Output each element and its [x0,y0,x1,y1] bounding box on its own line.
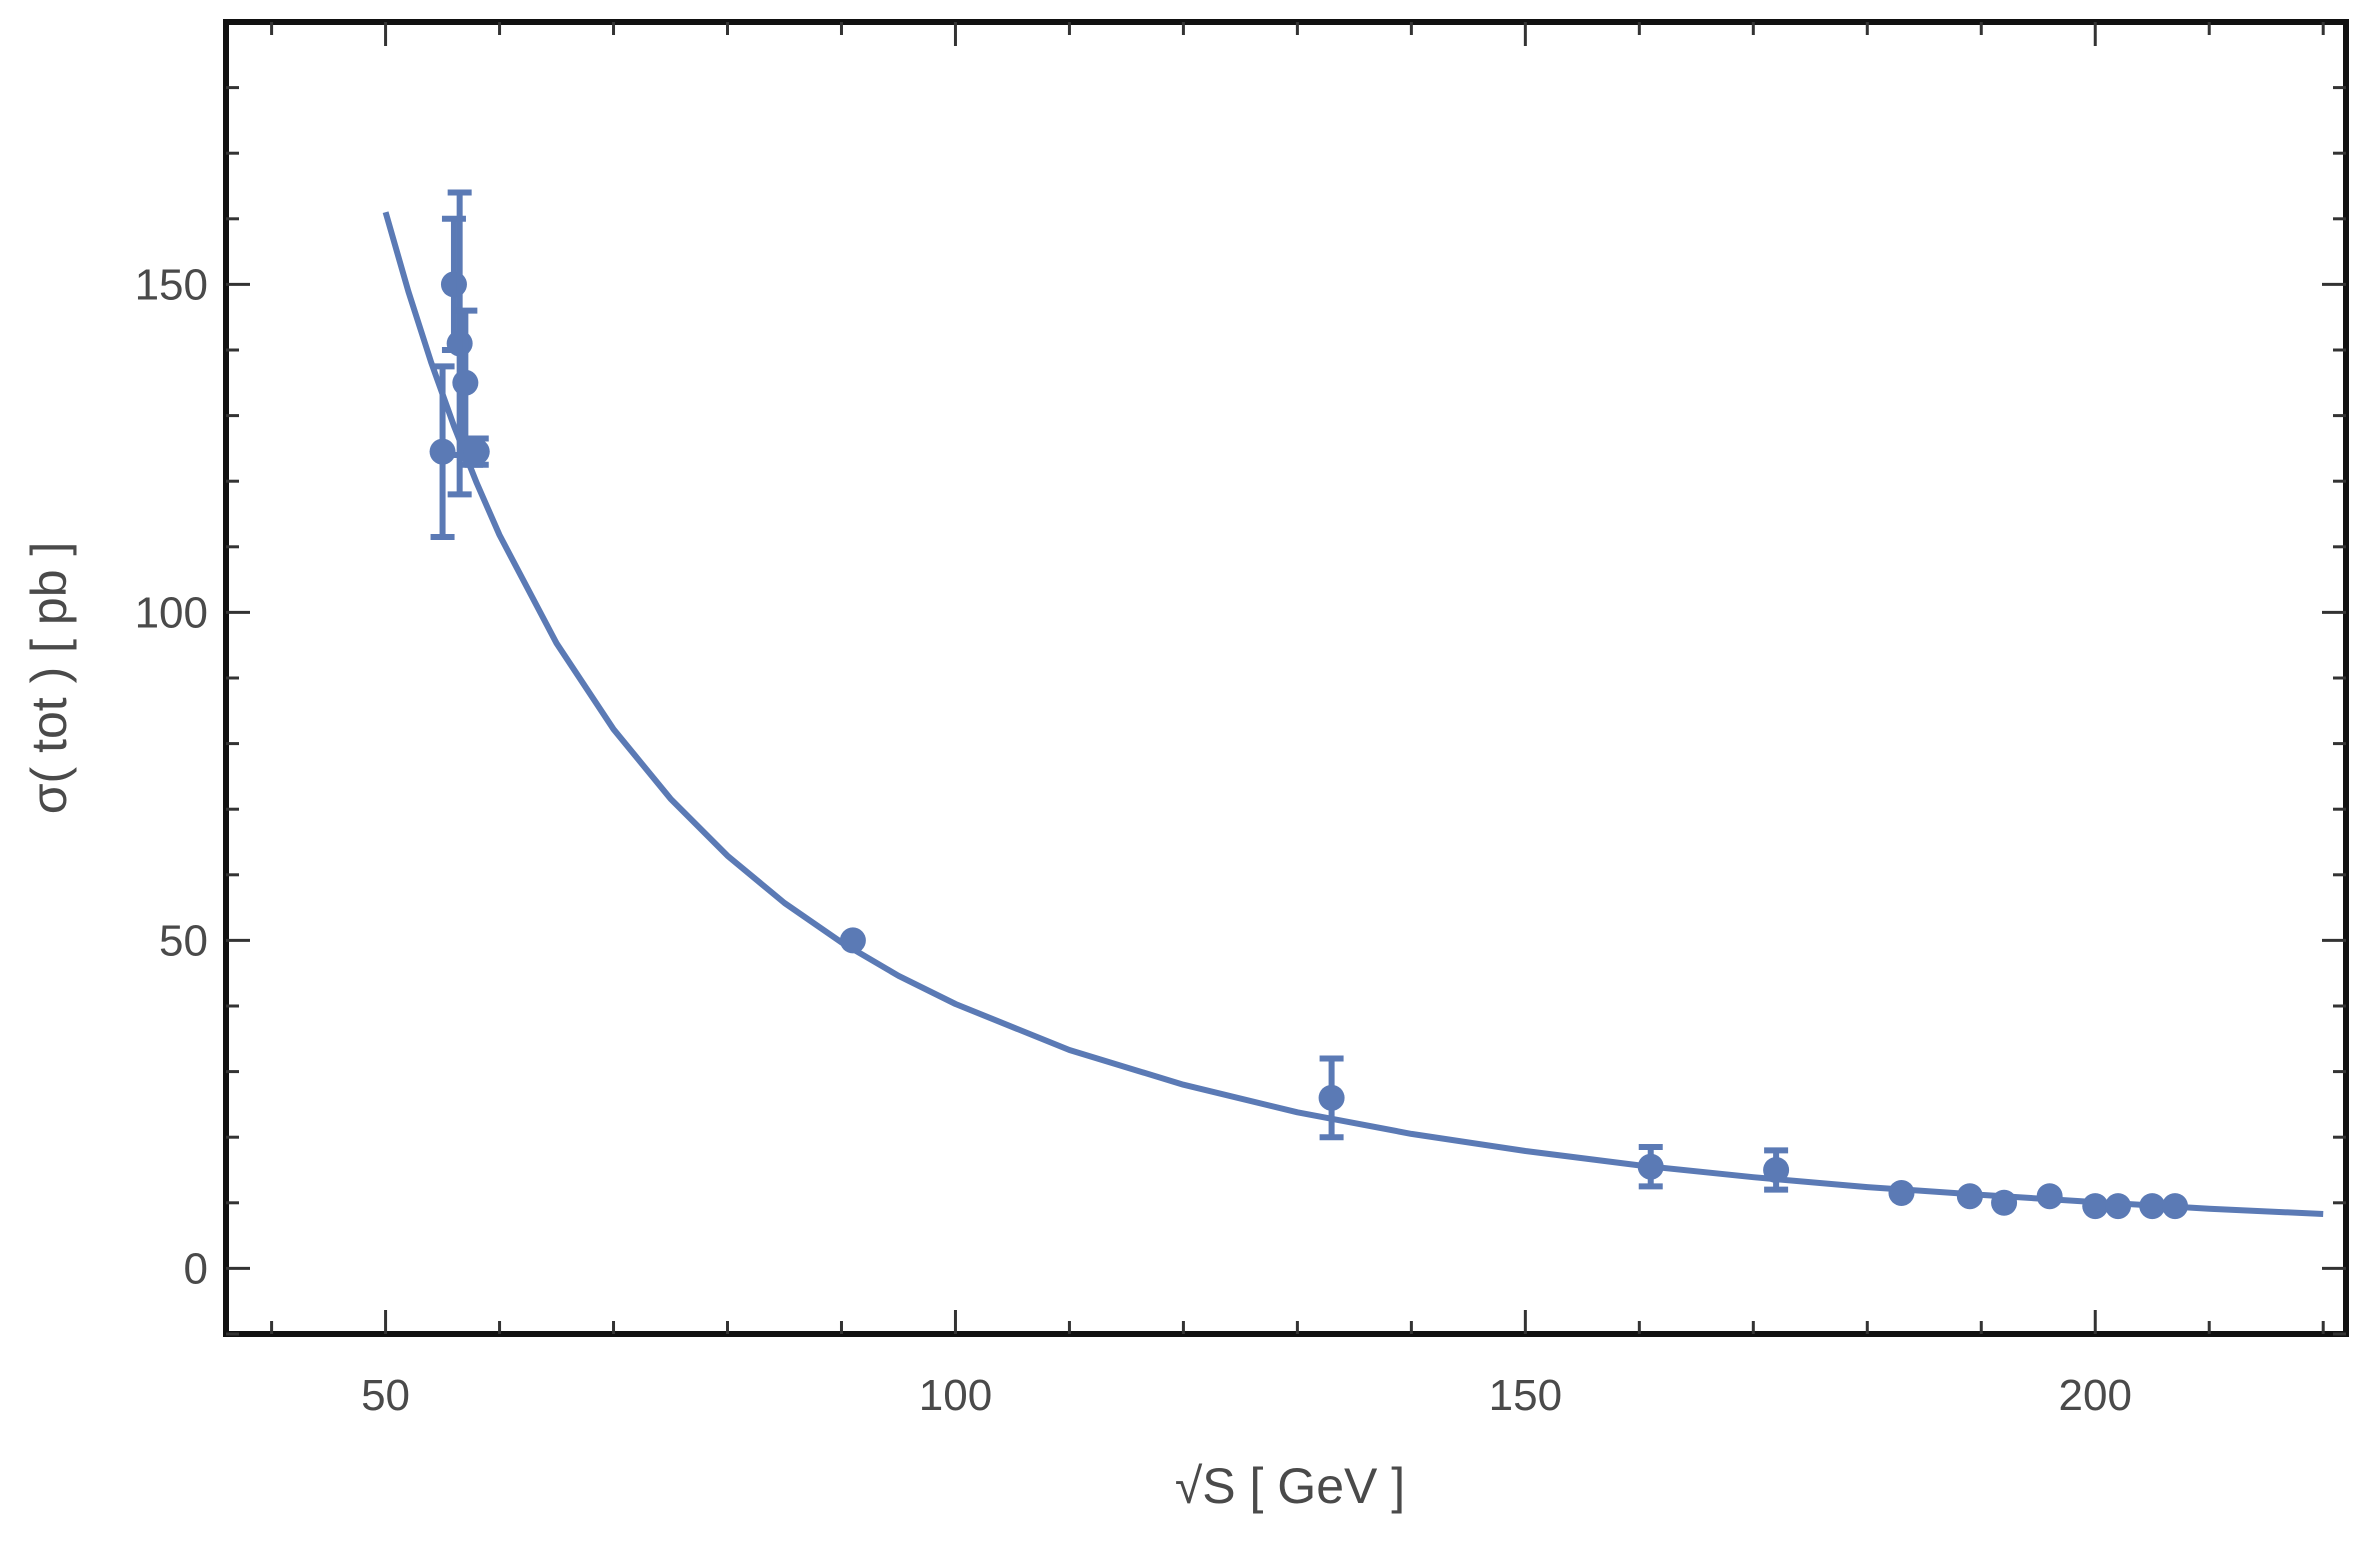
data-point [2162,1193,2189,1220]
data-point [1991,1189,2018,1216]
data-point [1956,1183,1983,1210]
data-marker [440,271,467,298]
data-marker [2139,1193,2166,1220]
data-point [1318,1055,1345,1141]
data-point [2036,1183,2063,1210]
data-point [463,435,490,468]
x-tick-label: 150 [1489,1371,1562,1420]
y-tick-label: 50 [159,916,208,965]
fit-curve-layer [382,211,2324,1217]
data-marker [463,438,490,465]
data-marker [1956,1183,1983,1210]
fit-curve [382,211,2324,1217]
data-marker [1318,1084,1345,1111]
data-point [839,927,866,954]
data-point [429,363,456,540]
data-marker [1888,1179,1915,1206]
data-marker [446,330,473,357]
data-points-layer [429,189,2189,1220]
data-point [1763,1147,1790,1193]
data-point [2139,1193,2166,1220]
data-marker [452,369,479,396]
data-point [1888,1179,1915,1206]
axis-ticks [226,22,2346,1336]
data-marker [1991,1189,2018,1216]
tick-labels: 50 100 150 200 0 50 100 150 [135,260,2132,1420]
y-tick-label: 0 [184,1244,208,1293]
plot-frame [223,19,2349,1337]
data-marker [1637,1153,1664,1180]
y-axis-label: σ( tot ) [ pb ] [21,542,77,815]
data-marker [2105,1193,2132,1220]
data-point [2082,1193,2109,1220]
data-point [2105,1193,2132,1220]
data-marker [429,438,456,465]
data-point [1637,1144,1664,1190]
data-marker [2162,1193,2189,1220]
data-marker [2036,1183,2063,1210]
data-marker [839,927,866,954]
x-tick-label: 100 [919,1371,992,1420]
x-axis-label: √S [ GeV ] [1175,1458,1405,1514]
x-tick-label: 200 [2059,1371,2132,1420]
data-marker [1763,1157,1790,1183]
x-tick-label: 50 [361,1371,410,1420]
data-marker [2082,1193,2109,1220]
y-tick-label: 150 [135,260,208,309]
y-tick-label: 100 [135,588,208,637]
